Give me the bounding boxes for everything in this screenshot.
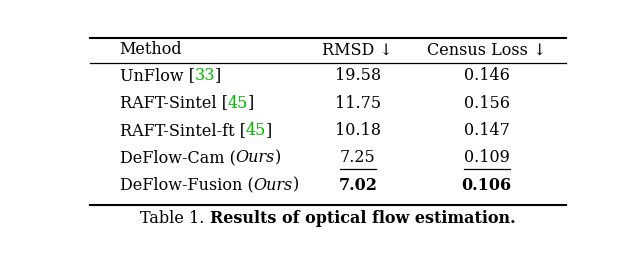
Text: RMSD ↓: RMSD ↓: [323, 41, 393, 58]
Text: 10.18: 10.18: [335, 122, 381, 139]
Text: 7.25: 7.25: [340, 149, 376, 166]
Text: RAFT-Sintel [: RAFT-Sintel [: [120, 95, 228, 111]
Text: Census Loss ↓: Census Loss ↓: [427, 41, 547, 58]
Text: 19.58: 19.58: [335, 67, 381, 84]
Text: ): ): [292, 177, 299, 194]
Text: 45: 45: [228, 95, 248, 111]
Text: ]: ]: [248, 95, 254, 111]
Text: 33: 33: [195, 67, 215, 84]
Text: Ours: Ours: [253, 177, 292, 194]
Text: 45: 45: [246, 122, 266, 139]
Text: ]: ]: [215, 67, 221, 84]
Text: 0.146: 0.146: [464, 67, 509, 84]
Text: 7.02: 7.02: [339, 177, 377, 194]
Text: Results of optical flow estimation.: Results of optical flow estimation.: [210, 210, 516, 227]
Text: 0.147: 0.147: [464, 122, 509, 139]
Text: RAFT-Sintel-ft [: RAFT-Sintel-ft [: [120, 122, 246, 139]
Text: 11.75: 11.75: [335, 95, 381, 111]
Text: ]: ]: [266, 122, 272, 139]
Text: UnFlow [: UnFlow [: [120, 67, 195, 84]
Text: Table 1.: Table 1.: [140, 210, 210, 227]
Text: DeFlow-Fusion (: DeFlow-Fusion (: [120, 177, 253, 194]
Text: 0.109: 0.109: [464, 149, 509, 166]
Text: Ours: Ours: [236, 149, 275, 166]
Text: 0.156: 0.156: [464, 95, 509, 111]
Text: ): ): [275, 149, 281, 166]
Text: 0.106: 0.106: [461, 177, 512, 194]
Text: DeFlow-Cam (: DeFlow-Cam (: [120, 149, 236, 166]
Text: Method: Method: [120, 41, 182, 58]
